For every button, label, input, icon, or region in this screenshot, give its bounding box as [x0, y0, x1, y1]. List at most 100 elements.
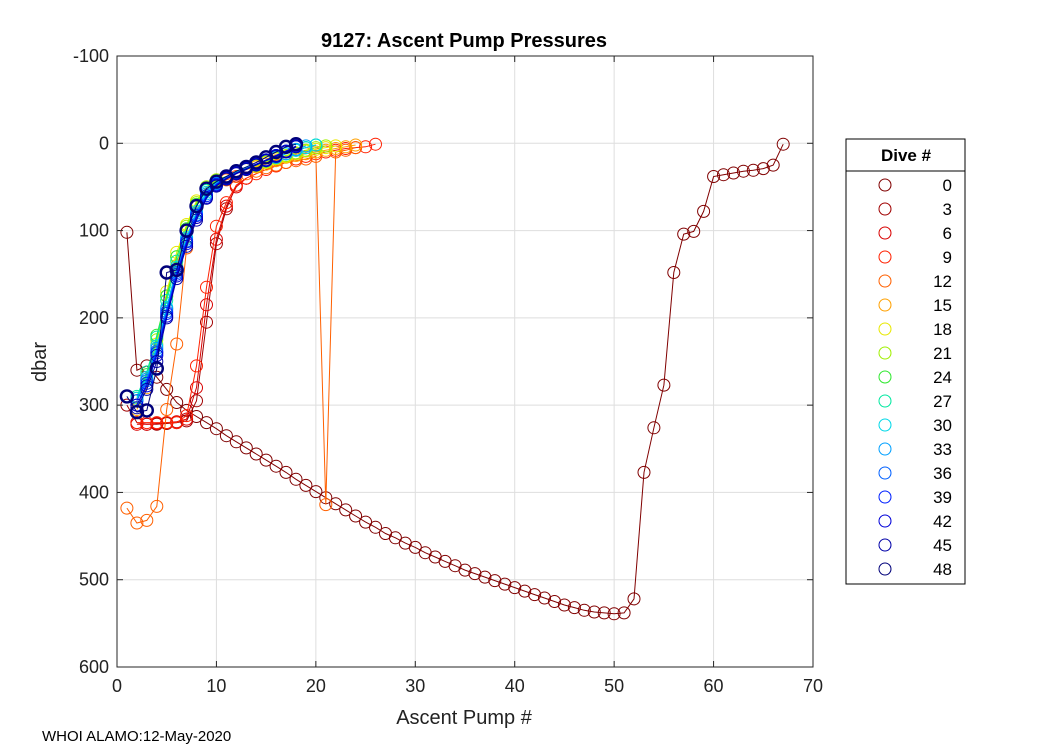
- legend-item: 33: [878, 440, 952, 459]
- data-point: [577, 603, 591, 617]
- series-dive-48: [119, 136, 304, 420]
- data-point: [309, 149, 323, 163]
- legend-item: 9: [878, 248, 952, 267]
- legend-label: 9: [943, 248, 952, 267]
- data-point: [200, 298, 213, 312]
- data-point: [160, 416, 174, 430]
- data-point: [776, 137, 790, 151]
- data-point: [657, 378, 671, 392]
- data-point: [189, 198, 204, 214]
- series-line: [136, 177, 247, 425]
- data-point: [199, 181, 214, 196]
- data-point: [528, 588, 542, 602]
- data-point: [229, 435, 243, 449]
- legend-item: 3: [878, 200, 952, 219]
- data-point: [140, 382, 154, 396]
- data-point: [120, 501, 134, 515]
- x-axis-label: Ascent Pump #: [396, 707, 533, 729]
- footer-stamp: WHOI ALAMO:12-May-2020: [42, 728, 232, 745]
- legend-item: 18: [878, 320, 952, 339]
- x-axis-ticks: 0 10 20 30 40 50 60 70: [112, 56, 823, 696]
- legend-marker: [878, 322, 892, 336]
- data-point: [249, 447, 263, 461]
- legend-label: 18: [933, 320, 952, 339]
- legend-marker: [878, 514, 892, 528]
- series-layer: [119, 136, 790, 621]
- grid-lines: [117, 56, 813, 667]
- legend-marker: [878, 370, 892, 384]
- y-tick-label: 600: [79, 657, 109, 677]
- legend-marker: [878, 298, 892, 312]
- legend-label: 21: [933, 344, 952, 363]
- data-point: [279, 145, 293, 159]
- data-point: [170, 272, 184, 286]
- x-tick-label: 20: [306, 676, 326, 696]
- series-dive-0: [120, 137, 790, 621]
- legend-marker: [878, 538, 892, 552]
- legend-label: 30: [933, 416, 952, 435]
- data-point: [209, 422, 223, 436]
- x-tick-label: 40: [505, 676, 525, 696]
- data-point: [359, 140, 373, 154]
- data-point: [488, 574, 502, 588]
- data-point: [736, 164, 750, 178]
- data-point: [458, 563, 472, 577]
- legend-item: 48: [878, 560, 952, 579]
- data-point: [667, 266, 681, 279]
- legend-label: 24: [933, 368, 952, 387]
- data-point: [587, 605, 601, 619]
- data-point: [677, 227, 691, 241]
- legend-marker: [878, 226, 892, 240]
- data-point: [309, 141, 323, 155]
- legend-marker: [878, 394, 892, 408]
- data-point: [647, 421, 661, 435]
- data-point: [150, 416, 164, 430]
- data-point: [627, 592, 641, 606]
- legend-marker: [878, 562, 892, 576]
- data-point: [359, 515, 373, 529]
- legend-item: 27: [878, 392, 952, 411]
- data-point: [140, 513, 154, 527]
- y-tick-label: 500: [79, 570, 109, 590]
- legend-marker: [878, 250, 892, 264]
- data-point: [160, 382, 174, 396]
- data-point: [468, 567, 482, 581]
- legend-marker: [878, 418, 892, 432]
- legend-item: 12: [878, 272, 952, 291]
- data-point: [130, 416, 144, 430]
- chart-title: 9127: Ascent Pump Pressures: [321, 30, 607, 52]
- data-point: [200, 280, 213, 294]
- legend-label: 15: [933, 296, 952, 315]
- data-point: [120, 225, 134, 239]
- legend-marker: [878, 466, 892, 480]
- data-point: [687, 224, 701, 238]
- legend-label: 33: [933, 440, 952, 459]
- data-point: [339, 140, 353, 154]
- data-point: [498, 577, 512, 591]
- y-tick-label: 400: [79, 482, 109, 502]
- data-point: [369, 520, 382, 534]
- data-point: [239, 441, 253, 455]
- plot-frame: [116, 55, 814, 668]
- legend-marker: [878, 202, 892, 216]
- legend-item: 0: [878, 176, 952, 195]
- legend-label: 27: [933, 392, 952, 411]
- data-point: [150, 499, 164, 513]
- series-dive-45: [130, 140, 303, 415]
- legend-item: 24: [878, 368, 952, 387]
- data-point: [717, 168, 730, 182]
- series-line: [126, 143, 784, 615]
- y-tick-label: 0: [99, 133, 109, 153]
- legend-label: 42: [933, 512, 952, 531]
- data-point: [200, 315, 213, 329]
- series-line: [136, 145, 297, 406]
- data-point: [289, 472, 303, 486]
- y-tick-label: 100: [79, 221, 109, 241]
- data-point: [130, 516, 144, 530]
- data-point: [508, 581, 522, 595]
- legend-marker: [878, 442, 892, 456]
- data-point: [329, 142, 343, 155]
- data-point: [180, 239, 194, 253]
- data-point: [219, 196, 233, 210]
